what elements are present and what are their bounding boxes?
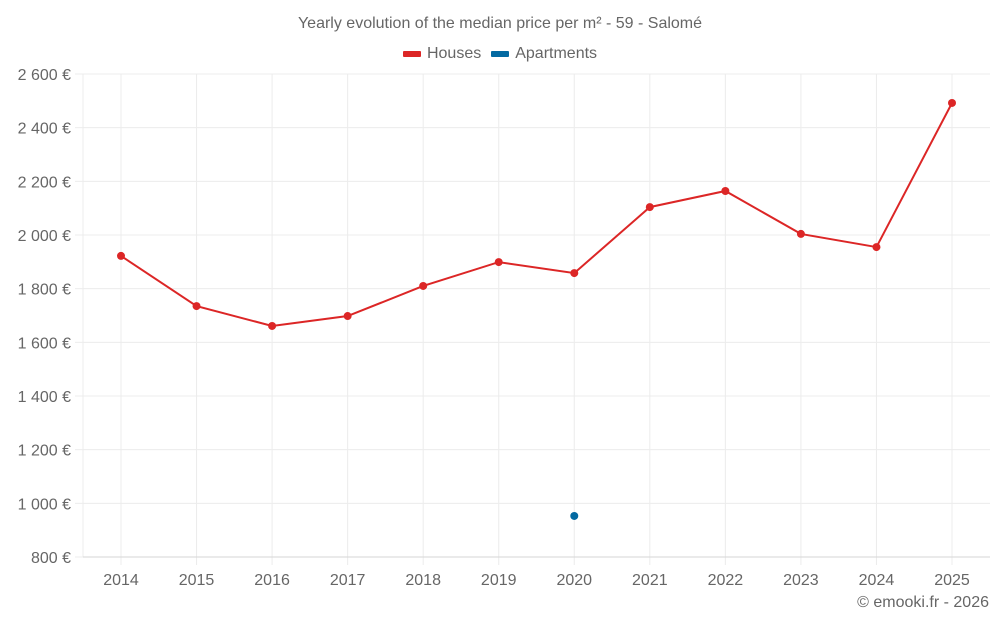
x-tick-label: 2025 <box>934 572 970 589</box>
y-tick-label: 2 400 € <box>18 121 71 138</box>
x-tick-label: 2024 <box>859 572 895 589</box>
y-tick-label: 2 000 € <box>18 228 71 245</box>
chart-legend: Houses Apartments <box>0 45 1000 63</box>
y-tick-label: 2 600 € <box>18 67 71 84</box>
x-tick-label: 2016 <box>254 572 290 589</box>
houses-data-point[interactable] <box>570 269 579 278</box>
houses-line <box>120 102 953 327</box>
houses-data-point[interactable] <box>948 98 956 107</box>
x-tick-label: 2015 <box>179 572 215 589</box>
apartments-swatch-icon <box>491 51 510 57</box>
houses-data-point[interactable] <box>343 312 352 321</box>
legend-label-apartments: Apartments <box>515 45 598 62</box>
houses-data-point[interactable] <box>872 243 881 252</box>
y-tick-label: 2 200 € <box>18 174 71 191</box>
x-tick-label: 2014 <box>103 572 139 589</box>
legend-label-houses: Houses <box>426 45 482 62</box>
houses-data-point[interactable] <box>419 281 428 290</box>
chart-title: Yearly evolution of the median price per… <box>297 15 703 32</box>
houses-data-point[interactable] <box>117 251 125 260</box>
houses-data-point[interactable] <box>645 203 654 212</box>
legend-item-apartments[interactable]: Apartments <box>491 45 597 63</box>
x-tick-label: 2023 <box>783 572 819 589</box>
x-tick-label: 2021 <box>632 572 668 589</box>
y-tick-label: 1 200 € <box>18 443 71 460</box>
houses-data-point[interactable] <box>192 302 201 311</box>
houses-swatch-icon <box>402 51 421 57</box>
legend-item-houses[interactable]: Houses <box>402 45 482 63</box>
y-tick-label: 1 600 € <box>18 335 71 352</box>
y-tick-label: 800 € <box>31 550 71 567</box>
y-tick-label: 1 400 € <box>18 389 71 406</box>
copyright-footer: © emooki.fr - 2026 <box>857 594 989 611</box>
houses-data-point[interactable] <box>268 321 277 330</box>
x-tick-label: 2018 <box>405 572 441 589</box>
x-tick-label: 2017 <box>330 572 366 589</box>
houses-data-point[interactable] <box>494 258 503 267</box>
x-tick-label: 2020 <box>556 572 592 589</box>
houses-data-point[interactable] <box>721 186 730 195</box>
houses-data-point[interactable] <box>796 229 805 238</box>
apartments-data-point[interactable] <box>570 511 579 520</box>
y-tick-label: 1 000 € <box>18 496 71 513</box>
y-tick-label: 1 800 € <box>18 282 71 299</box>
x-tick-label: 2019 <box>481 572 517 589</box>
x-tick-label: 2022 <box>708 572 744 589</box>
